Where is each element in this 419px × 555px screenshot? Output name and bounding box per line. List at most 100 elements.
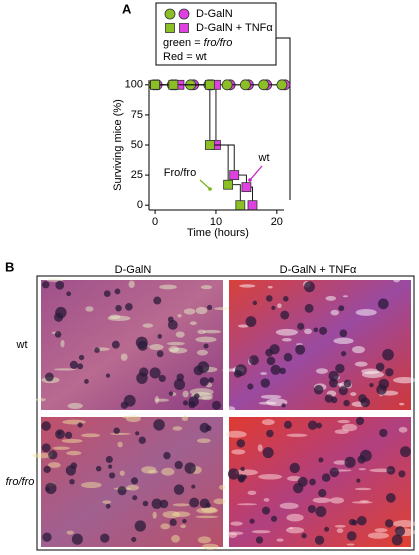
nucleus — [343, 399, 350, 407]
nucleus — [132, 495, 138, 501]
nucleus — [236, 439, 246, 448]
nucleus — [41, 421, 51, 431]
tissue-highlight — [36, 398, 46, 402]
nucleus — [240, 466, 245, 472]
micrograph — [229, 417, 411, 547]
nucleus — [301, 533, 307, 539]
tissue-highlight — [201, 506, 217, 513]
nucleus — [77, 422, 83, 428]
annotation: wt — [258, 152, 270, 164]
nucleus — [375, 362, 385, 372]
nucleus — [382, 348, 394, 361]
nucleus — [227, 468, 240, 480]
tissue-highlight — [346, 543, 355, 546]
tissue-highlight — [53, 368, 76, 371]
tissue-highlight — [225, 430, 247, 438]
nucleus — [158, 374, 166, 383]
nucleus — [159, 499, 169, 509]
tissue-highlight — [342, 295, 348, 298]
tissue-highlight — [67, 402, 83, 409]
nucleus — [182, 518, 187, 524]
micrographs — [32, 277, 417, 550]
tissue-highlight — [152, 511, 157, 519]
nucleus — [245, 316, 257, 327]
tissue-highlight — [177, 314, 182, 318]
tissue-highlight — [236, 503, 258, 506]
nucleus — [211, 400, 222, 410]
nucleus — [282, 296, 289, 302]
tissue-highlight — [374, 528, 388, 533]
legend-box — [155, 2, 277, 66]
tissue-highlight — [122, 415, 130, 419]
tissue-highlight — [160, 523, 170, 530]
tissue-highlight — [337, 419, 350, 424]
nucleus — [304, 303, 314, 313]
marker — [204, 79, 215, 90]
nucleus — [64, 431, 73, 439]
nucleus — [156, 350, 164, 358]
note-italic: fro/fro — [204, 37, 233, 49]
tissue-highlight — [109, 314, 121, 320]
column-label: D-GalN + TNFα — [280, 264, 357, 276]
nucleus — [95, 465, 102, 472]
nucleus — [385, 493, 396, 503]
tissue-highlight — [102, 500, 112, 504]
nucleus — [343, 379, 352, 388]
tissue-highlight — [367, 532, 389, 539]
legend-label: D-GalN — [196, 8, 233, 20]
nucleus — [169, 518, 177, 527]
tissue-highlight — [48, 462, 61, 468]
nucleus — [270, 364, 281, 375]
x-tick-label: 20 — [271, 216, 283, 228]
tissue-highlight — [260, 394, 282, 399]
nucleus — [247, 383, 254, 390]
tissue-highlight — [195, 515, 219, 519]
nucleus — [357, 515, 367, 526]
nucleus — [340, 351, 347, 357]
nucleus — [249, 355, 259, 366]
nucleus — [113, 427, 120, 434]
nucleus — [115, 304, 122, 312]
x-tick-label: 0 — [152, 216, 158, 228]
tissue-highlight — [267, 285, 273, 289]
nucleus — [189, 497, 200, 508]
nucleus — [151, 498, 163, 510]
nucleus — [167, 316, 174, 323]
tissue-highlight — [119, 470, 125, 476]
tissue-highlight — [286, 513, 304, 522]
tissue-highlight — [154, 396, 160, 404]
nucleus — [130, 477, 139, 485]
tissue-highlight — [80, 481, 102, 489]
tissue-highlight — [128, 280, 135, 289]
tissue-highlight — [172, 426, 183, 431]
tissue-highlight — [109, 432, 131, 435]
x-tick-label: 10 — [210, 216, 222, 228]
nucleus — [139, 367, 149, 377]
tissue-highlight — [237, 324, 249, 328]
nucleus — [270, 515, 278, 522]
nucleus — [48, 450, 58, 460]
tissue-highlight — [52, 446, 70, 450]
tissue-highlight — [218, 484, 226, 490]
nucleus — [94, 347, 100, 353]
arrow-head — [208, 187, 212, 191]
y-tick-label: 75 — [131, 109, 143, 121]
nucleus — [131, 536, 137, 543]
nucleus — [297, 476, 308, 487]
tissue-highlight — [80, 433, 101, 438]
nucleus — [173, 378, 186, 391]
tissue-highlight — [202, 543, 219, 550]
tissue-highlight — [393, 377, 417, 384]
nucleus — [386, 465, 396, 475]
nucleus — [168, 391, 174, 396]
tissue-highlight — [197, 329, 206, 334]
legend-note: green = fro/fro — [163, 37, 232, 49]
nucleus — [176, 373, 185, 381]
tissue-highlight — [141, 466, 157, 474]
nucleus — [55, 306, 67, 319]
nucleus — [208, 377, 215, 383]
nucleus — [266, 429, 274, 438]
legend-label: D-GalN + TNFα — [196, 22, 273, 34]
nucleus — [44, 372, 54, 382]
nucleus — [391, 534, 403, 546]
